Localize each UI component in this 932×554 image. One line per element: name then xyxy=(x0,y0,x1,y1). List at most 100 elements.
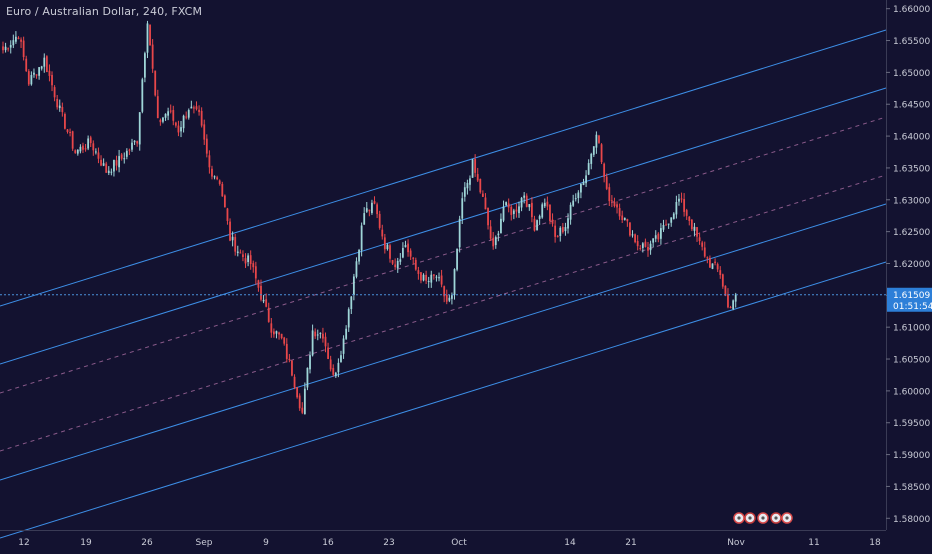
candle xyxy=(716,262,719,273)
candle xyxy=(409,248,412,260)
candle xyxy=(144,51,146,83)
candle xyxy=(7,47,10,52)
candle xyxy=(316,329,319,341)
candle xyxy=(422,273,425,282)
candle xyxy=(420,272,422,284)
candle xyxy=(195,101,198,111)
candle xyxy=(283,336,286,346)
candle xyxy=(102,158,105,167)
candle xyxy=(236,245,239,257)
candle xyxy=(285,338,288,363)
price-tick-label: 1.62000 xyxy=(893,260,930,270)
candle xyxy=(538,214,541,225)
candle xyxy=(56,94,59,110)
candle xyxy=(221,181,224,197)
event-marker-icon[interactable] xyxy=(744,512,756,524)
candle xyxy=(430,270,433,288)
candle xyxy=(445,289,448,305)
candle xyxy=(288,354,291,363)
candle xyxy=(190,100,193,109)
candle xyxy=(703,241,706,258)
last-price-label: 1.61509 xyxy=(893,291,930,301)
candle xyxy=(275,330,278,339)
event-marker-icon[interactable] xyxy=(757,512,769,524)
event-marker-icon[interactable] xyxy=(781,512,793,524)
candle xyxy=(670,217,673,227)
candle xyxy=(525,193,528,208)
candle xyxy=(391,259,394,266)
candle xyxy=(497,230,500,242)
channel-lines xyxy=(0,29,887,539)
candle xyxy=(528,203,531,211)
candle xyxy=(301,402,304,415)
candle xyxy=(87,135,90,151)
candle xyxy=(347,307,350,332)
candle xyxy=(309,351,311,374)
candle xyxy=(487,207,489,230)
candle xyxy=(141,77,144,114)
candle xyxy=(311,324,314,357)
candle xyxy=(38,67,41,80)
candle xyxy=(556,234,559,238)
candle xyxy=(125,148,128,160)
time-axis[interactable]: 12 19 26 Sep 9 16 23 Oct 14 21 Nov 11 18 xyxy=(0,530,886,549)
candle xyxy=(461,192,464,224)
candle xyxy=(226,207,229,225)
candle xyxy=(216,175,219,181)
candle xyxy=(30,71,33,86)
candle xyxy=(234,233,237,256)
price-tick-label: 1.64000 xyxy=(893,133,930,143)
price-tick-label: 1.62500 xyxy=(893,228,930,238)
candle xyxy=(729,305,732,309)
candle xyxy=(136,140,139,147)
candle xyxy=(613,197,616,208)
candle xyxy=(732,299,735,311)
candle xyxy=(492,232,495,250)
candle xyxy=(685,208,688,220)
candle xyxy=(332,364,335,377)
candle xyxy=(595,131,598,154)
candle xyxy=(293,374,296,390)
time-tick-label: 11 xyxy=(808,538,819,548)
candle xyxy=(515,203,518,218)
candle xyxy=(368,209,371,217)
candle xyxy=(342,335,345,359)
event-marker-icon[interactable] xyxy=(733,512,745,524)
candle xyxy=(262,294,265,304)
candle xyxy=(507,198,510,213)
candle xyxy=(218,179,221,186)
candle xyxy=(128,148,131,156)
candle xyxy=(164,113,167,121)
channel-upper-line xyxy=(0,29,887,307)
candle xyxy=(672,212,675,220)
candle xyxy=(536,219,538,231)
candle xyxy=(541,202,544,219)
time-tick-label: 16 xyxy=(322,538,334,548)
candle xyxy=(273,328,275,338)
candle xyxy=(291,360,293,377)
candle xyxy=(688,216,691,226)
candle xyxy=(383,233,386,254)
candle xyxy=(711,263,714,270)
candle xyxy=(634,233,636,244)
candle xyxy=(518,201,520,218)
channel-line-2 xyxy=(0,87,887,365)
event-markers[interactable] xyxy=(733,512,793,524)
candle xyxy=(324,332,327,353)
candle xyxy=(64,112,66,130)
candle xyxy=(231,231,234,247)
event-marker-icon[interactable] xyxy=(770,512,782,524)
candle xyxy=(71,130,74,151)
price-axis[interactable]: 1.66000 1.65500 1.65000 1.64500 1.64000 1.635… xyxy=(886,0,932,530)
candle xyxy=(66,129,69,134)
candle xyxy=(577,190,580,204)
candle xyxy=(242,250,244,262)
candles xyxy=(2,20,737,415)
candle xyxy=(270,317,273,338)
candle xyxy=(363,207,366,225)
candle xyxy=(603,162,606,183)
candle xyxy=(598,134,600,144)
